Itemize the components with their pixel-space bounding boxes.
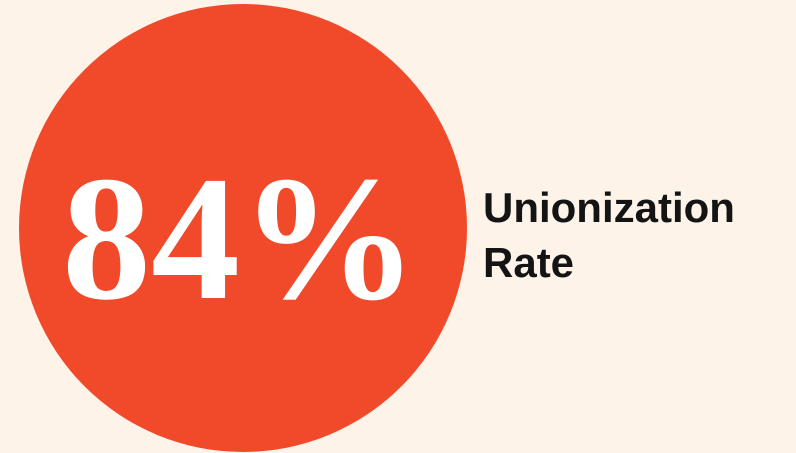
stat-value: 84%	[62, 139, 418, 337]
stat-circle	[19, 4, 467, 452]
stat-label: Unionization Rate	[483, 184, 735, 286]
